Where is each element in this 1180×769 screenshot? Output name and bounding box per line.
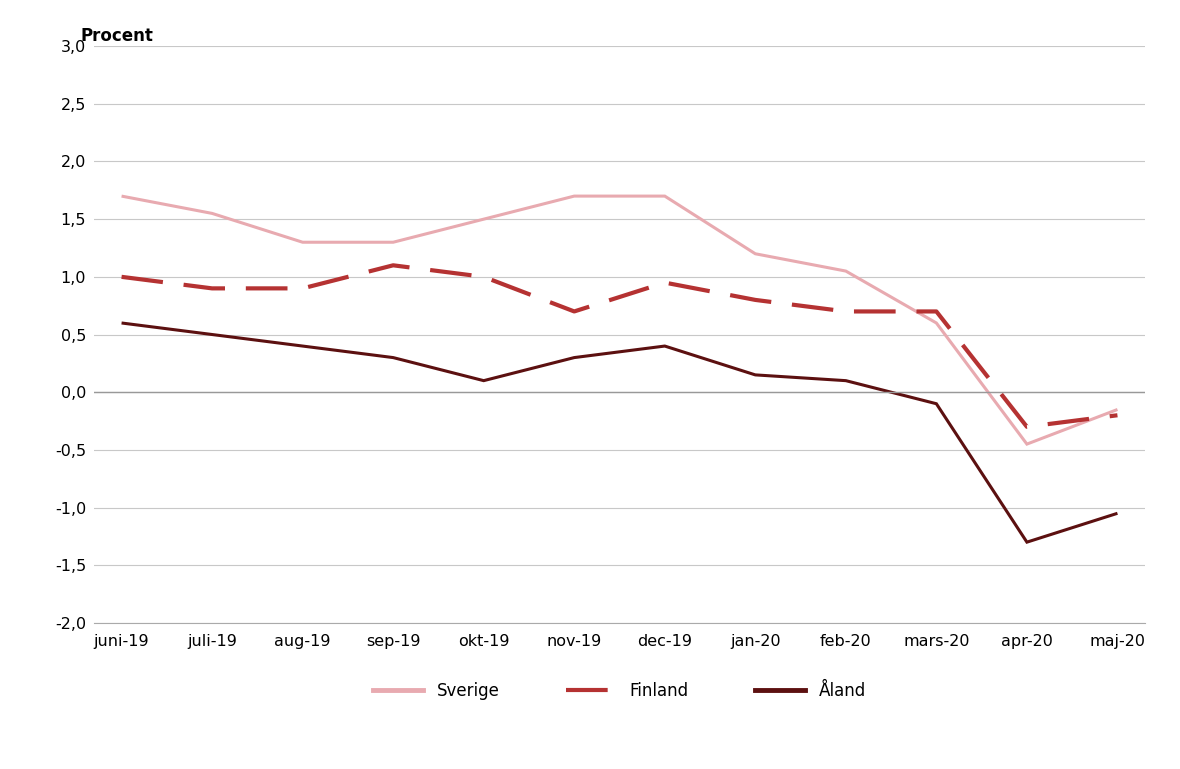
Text: Procent: Procent xyxy=(80,27,153,45)
Legend: Sverige, Finland, Åland: Sverige, Finland, Åland xyxy=(367,675,872,707)
